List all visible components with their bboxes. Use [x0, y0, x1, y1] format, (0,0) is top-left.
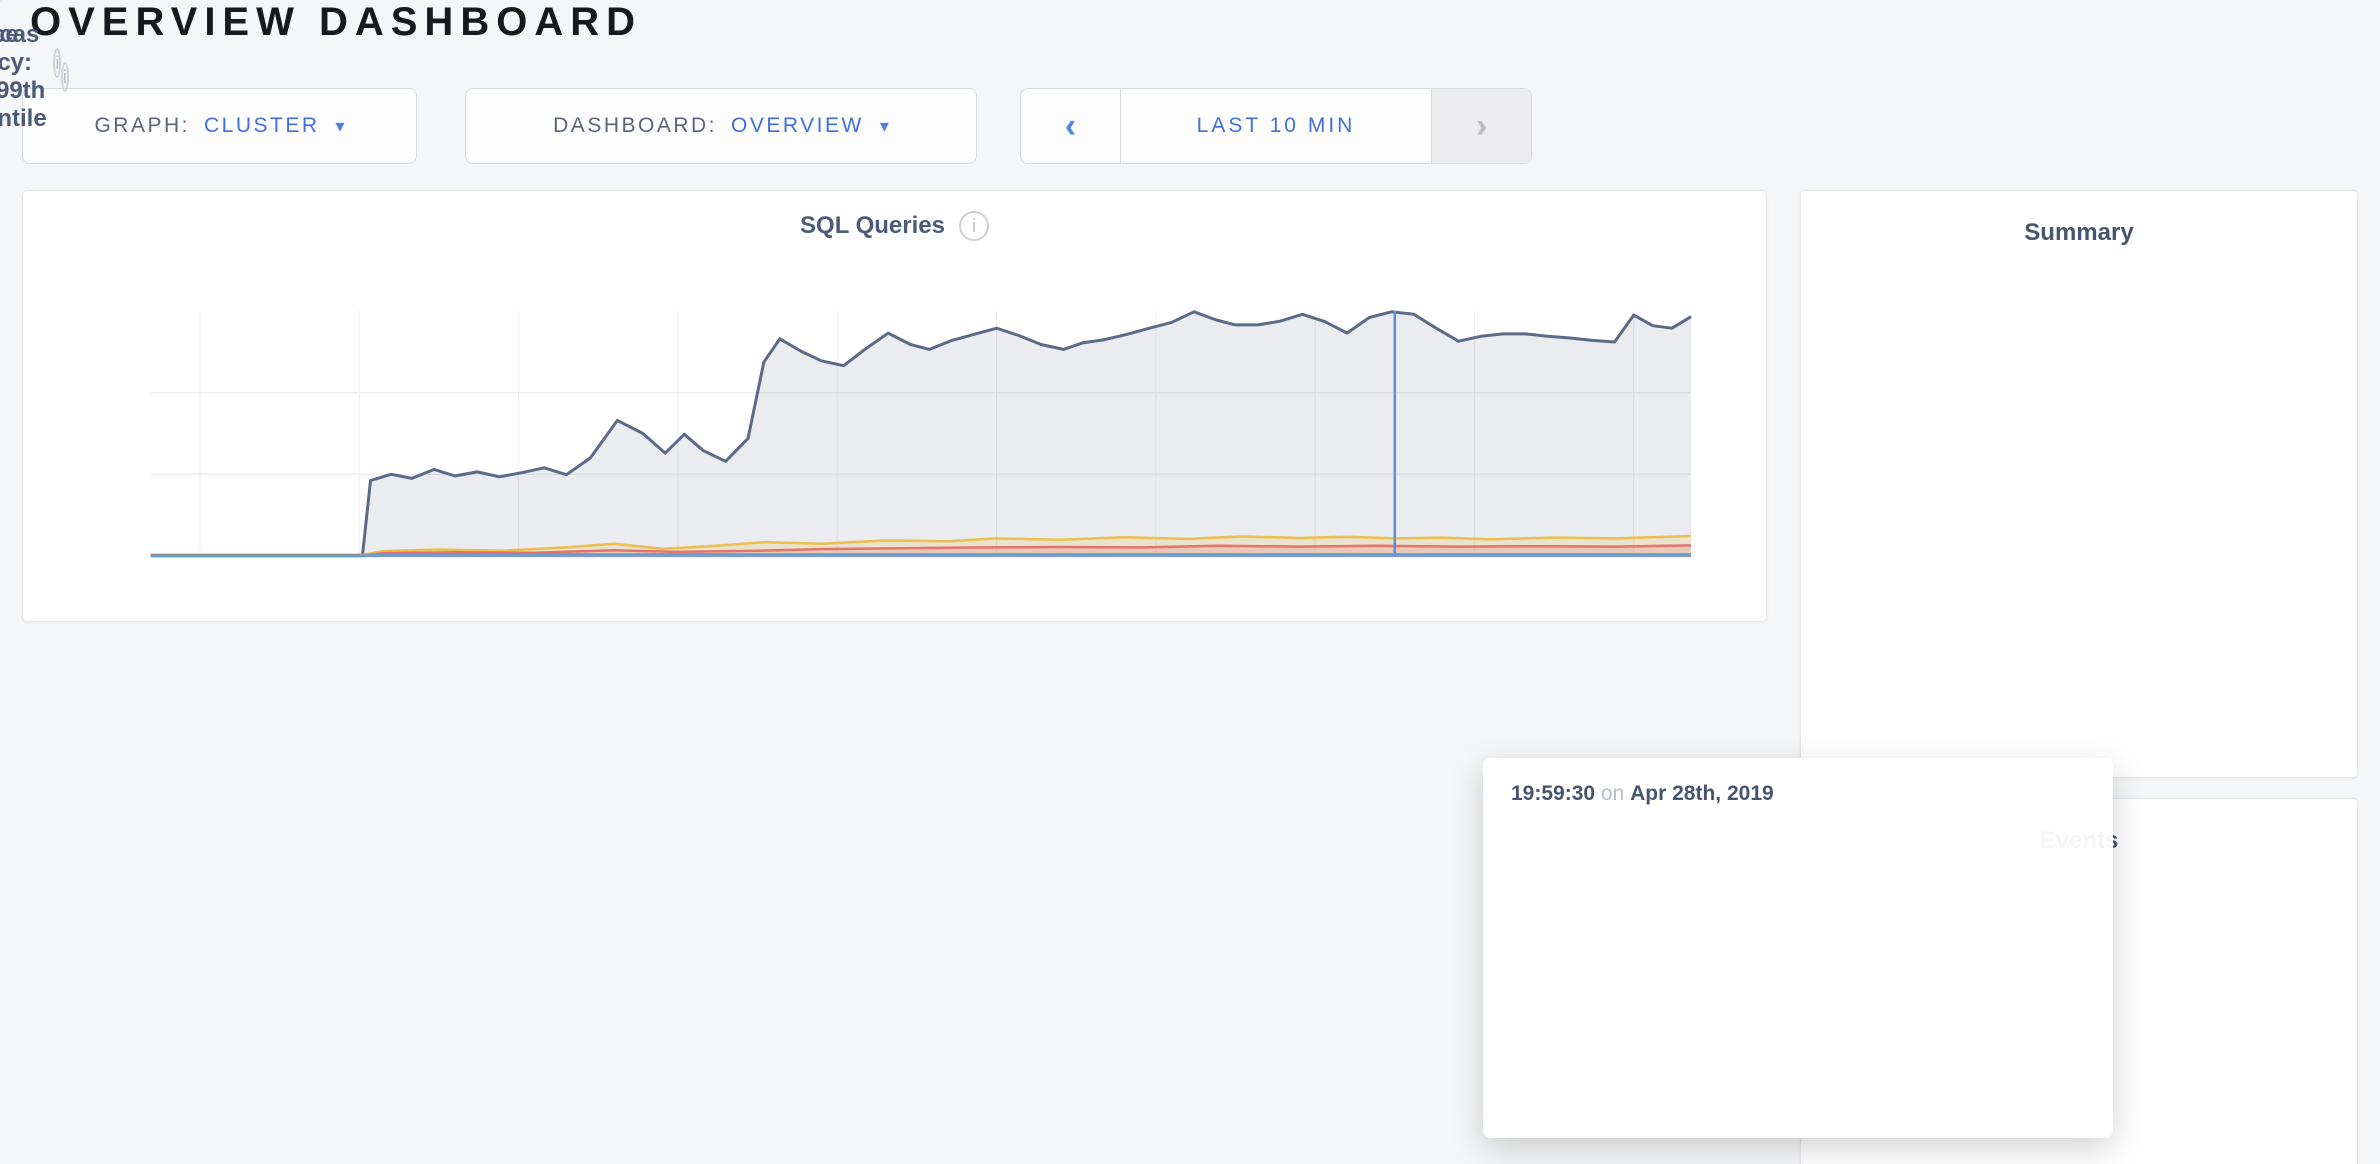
chevron-down-icon: ▾ — [879, 115, 889, 136]
replicas-per-node-title: Replicas per Node — [0, 21, 40, 104]
graph-dropdown-value: CLUSTER — [203, 114, 320, 137]
chevron-right-icon: › — [1475, 106, 1488, 145]
sql-queries-card: SQL Queries i — [22, 190, 1767, 622]
summary-panel: Summary — [1800, 190, 2358, 778]
tooltip-timestamp: 19:59:30 on Apr 28th, 2019 — [1511, 782, 1774, 805]
time-range-selector: ‹ LAST 10 MIN › — [1020, 88, 1532, 164]
summary-title: Summary — [2024, 219, 2134, 246]
service-latency-card: Service Latency: SQL, 99th percentile i — [0, 0, 69, 132]
page-title: OVERVIEW DASHBOARD — [30, 0, 642, 44]
time-prev-button[interactable]: ‹ — [1021, 89, 1121, 163]
time-next-button-disabled[interactable]: › — [1431, 89, 1531, 163]
dashboard-dropdown-label: DASHBOARD: — [553, 114, 717, 137]
time-range-label: LAST 10 MIN — [1196, 114, 1356, 137]
graph-dropdown-label: GRAPH: — [94, 114, 190, 137]
sql-queries-chart[interactable] — [23, 191, 1768, 623]
replicas-per-node-card: Replicas per Node i — [0, 0, 62, 104]
time-range-button[interactable]: LAST 10 MIN — [1121, 89, 1431, 163]
chevron-left-icon: ‹ — [1064, 106, 1077, 145]
info-icon[interactable]: i — [958, 211, 989, 241]
chart-hover-tooltip: 19:59:30 on Apr 28th, 2019 — [1483, 758, 2113, 1138]
service-latency-title: Service Latency: SQL, 99th percentile — [0, 21, 47, 132]
dashboard-dropdown-value: OVERVIEW — [731, 114, 864, 137]
sql-queries-title: SQL Queries — [800, 212, 945, 239]
info-icon[interactable]: i — [53, 48, 62, 78]
graph-dropdown[interactable]: GRAPH: CLUSTER ▾ — [22, 88, 417, 164]
chevron-down-icon: ▾ — [335, 115, 345, 136]
dashboard-dropdown[interactable]: DASHBOARD: OVERVIEW ▾ — [465, 88, 977, 164]
service-latency-chart[interactable] — [1, 1, 301, 151]
info-icon[interactable]: i — [60, 62, 69, 92]
